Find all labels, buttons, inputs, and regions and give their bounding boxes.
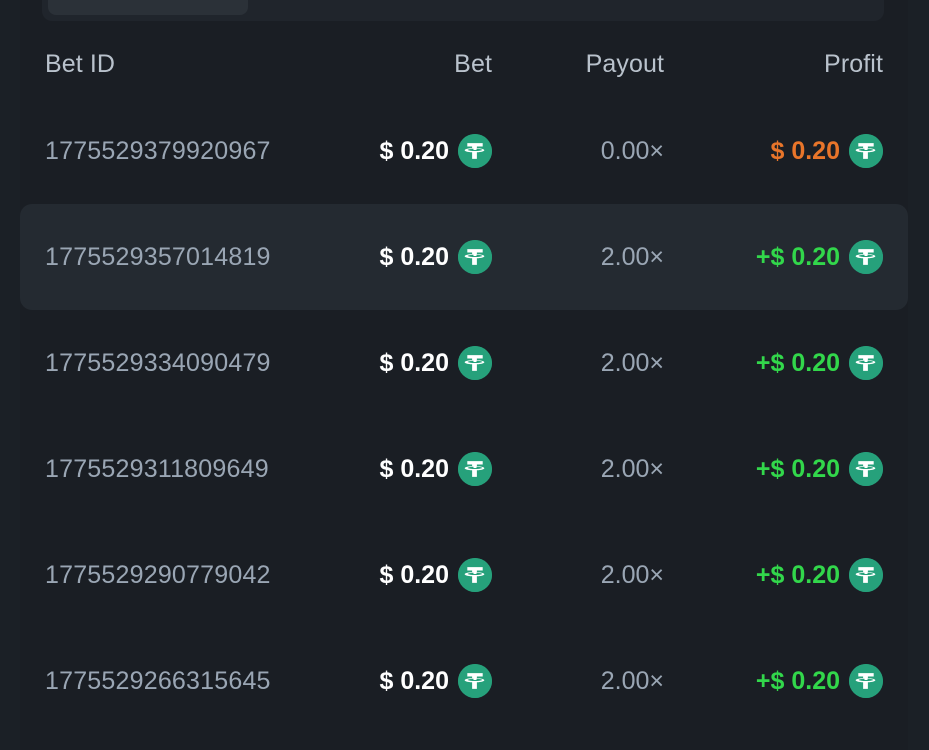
table-header-row: Bet ID Bet Payout Profit — [20, 30, 908, 98]
cell-profit: +$ 0.20 — [692, 664, 896, 698]
table-row[interactable]: 1775529266315645 $ 0.20 2.00× +$ 0.20 — [20, 628, 908, 734]
profit-amount: +$ 0.20 — [755, 560, 840, 589]
column-header-payout: Payout — [585, 49, 664, 78]
tether-coin-icon — [849, 452, 883, 486]
table-body: 1775529379920967 $ 0.20 0.00× $ 0.20 177… — [20, 98, 908, 734]
tab-active[interactable] — [48, 0, 248, 15]
cell-bet-id: 1775529290779042 — [45, 561, 271, 589]
cell-profit: +$ 0.20 — [692, 558, 896, 592]
tether-coin-icon — [849, 558, 883, 592]
bet-amount: $ 0.20 — [379, 454, 449, 483]
bet-history-table: Bet ID Bet Payout Profit 177552937992096… — [20, 30, 908, 734]
table-row[interactable]: 1775529357014819 $ 0.20 2.00× +$ 0.20 — [20, 204, 908, 310]
table-row[interactable]: 1775529290779042 $ 0.20 2.00× +$ 0.20 — [20, 522, 908, 628]
bet-history-panel: Bet ID Bet Payout Profit 177552937992096… — [20, 0, 908, 750]
profit-amount: +$ 0.20 — [755, 242, 840, 271]
cell-bet-id: 1775529357014819 — [45, 243, 271, 271]
column-header-bet: Bet — [454, 49, 492, 78]
table-row[interactable]: 1775529334090479 $ 0.20 2.00× +$ 0.20 — [20, 310, 908, 416]
column-header-profit: Profit — [824, 49, 883, 78]
cell-bet-id: 1775529266315645 — [45, 667, 271, 695]
cell-bet: $ 0.20 — [332, 664, 492, 698]
cell-bet: $ 0.20 — [332, 134, 492, 168]
profit-amount: +$ 0.20 — [755, 454, 840, 483]
tether-coin-icon — [849, 664, 883, 698]
cell-payout: 2.00× — [492, 243, 692, 272]
bet-amount: $ 0.20 — [379, 242, 449, 271]
cell-bet-id: 1775529334090479 — [45, 349, 271, 377]
tether-coin-icon — [458, 346, 492, 380]
cell-profit: $ 0.20 — [692, 134, 896, 168]
tab-secondary[interactable] — [248, 0, 448, 15]
cell-bet: $ 0.20 — [332, 346, 492, 380]
payout-multiplier: 2.00× — [600, 666, 664, 695]
tether-coin-icon — [849, 346, 883, 380]
cell-bet: $ 0.20 — [332, 240, 492, 274]
tab-bar — [42, 0, 884, 21]
tether-coin-icon — [849, 240, 883, 274]
cell-payout: 2.00× — [492, 667, 692, 696]
tether-coin-icon — [458, 134, 492, 168]
profit-amount: +$ 0.20 — [755, 348, 840, 377]
tether-coin-icon — [849, 134, 883, 168]
bet-amount: $ 0.20 — [379, 136, 449, 165]
cell-payout: 2.00× — [492, 349, 692, 378]
tether-coin-icon — [458, 240, 492, 274]
bet-amount: $ 0.20 — [379, 560, 449, 589]
cell-profit: +$ 0.20 — [692, 452, 896, 486]
table-row[interactable]: 1775529311809649 $ 0.20 2.00× +$ 0.20 — [20, 416, 908, 522]
tether-coin-icon — [458, 558, 492, 592]
cell-payout: 0.00× — [492, 137, 692, 166]
cell-bet-id: 1775529379920967 — [45, 137, 271, 165]
cell-bet-id: 1775529311809649 — [45, 455, 269, 483]
payout-multiplier: 2.00× — [600, 242, 664, 271]
cell-payout: 2.00× — [492, 561, 692, 590]
table-row[interactable]: 1775529379920967 $ 0.20 0.00× $ 0.20 — [20, 98, 908, 204]
bet-amount: $ 0.20 — [379, 348, 449, 377]
payout-multiplier: 2.00× — [600, 560, 664, 589]
payout-multiplier: 2.00× — [600, 348, 664, 377]
tether-coin-icon — [458, 664, 492, 698]
profit-amount: +$ 0.20 — [755, 666, 840, 695]
payout-multiplier: 0.00× — [600, 136, 664, 165]
payout-multiplier: 2.00× — [600, 454, 664, 483]
profit-amount: $ 0.20 — [770, 136, 840, 165]
bet-amount: $ 0.20 — [379, 666, 449, 695]
cell-profit: +$ 0.20 — [692, 240, 896, 274]
column-header-bet-id: Bet ID — [45, 49, 116, 78]
cell-bet: $ 0.20 — [332, 558, 492, 592]
cell-bet: $ 0.20 — [332, 452, 492, 486]
cell-payout: 2.00× — [492, 455, 692, 484]
cell-profit: +$ 0.20 — [692, 346, 896, 380]
tether-coin-icon — [458, 452, 492, 486]
